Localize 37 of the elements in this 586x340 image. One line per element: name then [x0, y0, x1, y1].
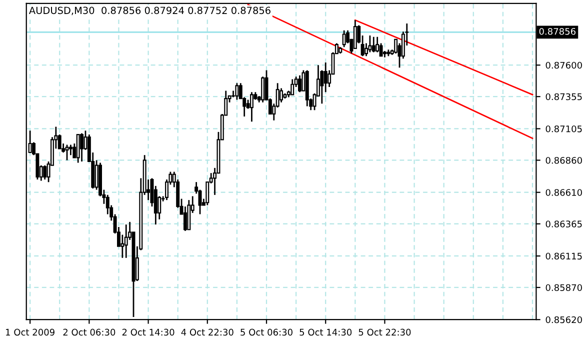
x-tick-label: 5 Oct 06:30	[240, 328, 292, 336]
candlestick	[65, 144, 69, 161]
y-tick-label: 0.86115	[546, 252, 582, 260]
x-tick-label: 2 Oct 06:30	[63, 328, 116, 336]
y-tick-label: 0.87355	[546, 93, 582, 100]
x-tick-label: 5 Oct 22:30	[358, 328, 411, 336]
candlestick	[372, 36, 376, 53]
candlestick	[80, 132, 84, 162]
candlestick	[183, 206, 187, 232]
y-tick-label: 0.87105	[546, 125, 582, 132]
candlestick	[298, 74, 302, 93]
candlestick	[342, 30, 346, 48]
candlestick	[324, 62, 328, 93]
candlestick	[261, 76, 265, 104]
candlestick	[280, 88, 284, 104]
x-tick-label: 1 Oct 2009	[6, 328, 54, 336]
candlestick	[290, 78, 294, 96]
y-tick-label: 0.86610	[546, 189, 582, 196]
candlestick	[76, 134, 80, 164]
candlestick	[124, 224, 128, 259]
candlestick	[43, 164, 47, 180]
x-tick-label: 5 Oct 14:30	[300, 328, 352, 336]
chart-title: AUDUSD,M30 0.87856 0.87924 0.87752 0.87856	[28, 6, 270, 16]
x-tick-label: 2 Oct 14:30	[122, 328, 174, 336]
candlestick	[376, 36, 380, 53]
x-tick-label: 4 Oct 22:30	[181, 328, 234, 336]
y-tick-label: 0.86365	[546, 220, 582, 228]
y-tick-label: 0.85870	[546, 284, 582, 292]
candlestick	[250, 91, 254, 122]
ref-line-label: 0.87856	[539, 28, 576, 35]
y-tick-label: 0.85620	[546, 316, 582, 324]
y-tick-label: 0.86860	[546, 156, 582, 164]
candlestick	[68, 144, 72, 156]
y-tick-label: 0.87600	[546, 62, 582, 69]
candlestick	[368, 34, 372, 53]
candlestick	[235, 82, 239, 100]
candlestick	[353, 19, 357, 50]
